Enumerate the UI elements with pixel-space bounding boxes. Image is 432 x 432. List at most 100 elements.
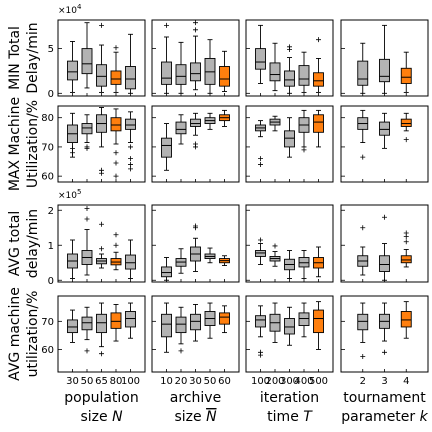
box <box>269 42 281 92</box>
box <box>313 301 324 350</box>
box <box>67 309 78 343</box>
box-iqr <box>400 311 412 328</box>
box <box>313 37 324 93</box>
flier <box>128 156 133 162</box>
box <box>81 206 93 276</box>
box <box>204 247 216 264</box>
box-iqr <box>81 316 93 331</box>
box <box>219 255 230 266</box>
box-iqr <box>219 312 230 325</box>
box-iqr <box>161 313 172 338</box>
flier <box>99 351 104 357</box>
ytick-label: 2 <box>48 206 54 217</box>
ylabel-line2: delay/min <box>25 209 41 278</box>
flier <box>84 144 90 150</box>
box <box>379 112 390 149</box>
box <box>269 243 281 267</box>
panel-frame <box>340 295 429 373</box>
box-iqr <box>255 315 266 328</box>
box <box>357 42 369 94</box>
xtick-label: 10 <box>160 376 173 387</box>
ytick-label: 70 <box>41 317 54 328</box>
flier <box>382 349 387 355</box>
box-iqr <box>269 62 281 82</box>
row-ylabel: AVG total delay/min <box>7 209 41 278</box>
flier <box>113 232 119 238</box>
box <box>400 51 412 93</box>
xtick-label: 60 <box>218 376 231 387</box>
flier <box>382 214 387 220</box>
box <box>379 302 390 355</box>
box-iqr <box>190 118 201 127</box>
flier <box>193 223 198 229</box>
panel-r1-c2 <box>245 105 334 183</box>
box-iqr <box>298 65 310 86</box>
ytick-label: 5 <box>48 44 54 55</box>
box-iqr <box>400 118 412 127</box>
flier <box>99 246 104 252</box>
box <box>96 22 107 93</box>
panel-r0-c3 <box>340 19 429 97</box>
panel-r0-c1 <box>151 19 240 97</box>
box <box>96 302 107 357</box>
box <box>81 114 93 151</box>
box <box>269 115 281 132</box>
box <box>255 305 266 358</box>
panel-frame <box>245 19 334 97</box>
panel-r3-c1: 10 20 30 50 60 <box>151 295 240 387</box>
xtick-label: 500 <box>309 376 328 387</box>
box-iqr <box>357 313 369 331</box>
flier <box>258 349 263 355</box>
xtick-label: 3 <box>381 376 387 387</box>
box <box>204 39 216 94</box>
flier <box>84 206 90 211</box>
flier <box>99 167 104 173</box>
box <box>269 302 281 343</box>
box <box>190 303 201 342</box>
xtick-label: 2 <box>360 376 366 387</box>
panel-frame <box>340 19 429 97</box>
box-iqr <box>298 257 310 268</box>
panel-r1-c3 <box>340 105 429 183</box>
flier <box>99 221 104 227</box>
xtick-label: 80 <box>110 376 123 387</box>
box-iqr <box>190 62 201 82</box>
box <box>298 109 310 153</box>
box <box>284 44 295 94</box>
xlabel-line1: tournament <box>343 390 426 406</box>
flier <box>258 237 263 243</box>
panel-frame <box>245 204 334 283</box>
flier <box>128 166 133 172</box>
box-iqr <box>284 130 295 148</box>
panel-frame <box>245 105 334 183</box>
panel-frame <box>151 19 240 97</box>
ytick-label: 1 <box>48 241 54 252</box>
ytick-label: 80 <box>41 113 54 124</box>
flier <box>193 27 198 33</box>
box <box>110 303 122 342</box>
flier <box>70 145 75 151</box>
box <box>298 250 310 279</box>
ylabel-line2: Utilization/% <box>25 100 41 188</box>
box-iqr <box>255 48 266 70</box>
flier <box>301 147 307 153</box>
axis-multiplier: ×105 <box>58 188 81 201</box>
panel-frame <box>57 204 146 283</box>
flier <box>70 150 75 156</box>
flier <box>258 161 263 167</box>
box <box>400 301 412 339</box>
box <box>175 114 187 145</box>
box-iqr <box>284 70 295 87</box>
box <box>219 50 230 92</box>
flier <box>113 173 119 179</box>
box <box>298 302 310 338</box>
xtick-label: 4 <box>403 376 409 387</box>
box-iqr <box>400 67 412 84</box>
box <box>67 112 78 158</box>
flier <box>164 22 169 28</box>
box-iqr <box>81 48 93 75</box>
box-iqr <box>313 309 324 334</box>
flier <box>258 156 263 162</box>
